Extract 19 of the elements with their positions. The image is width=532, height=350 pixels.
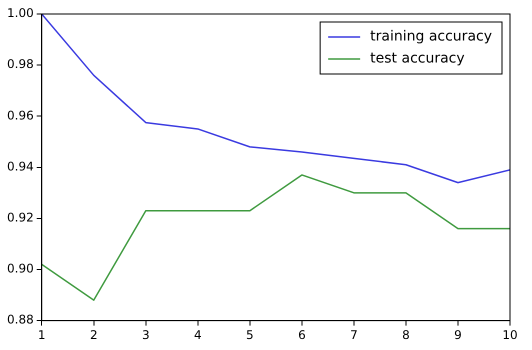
x-tick-label: 2 xyxy=(90,328,98,342)
y-tick-label: 0.92 xyxy=(7,210,34,225)
legend-label: training accuracy xyxy=(370,28,492,45)
x-tick-label: 1 xyxy=(38,328,46,342)
y-tick-label: 1.00 xyxy=(7,6,34,20)
x-tick-label: 9 xyxy=(454,328,462,342)
x-tick-label: 6 xyxy=(298,328,306,342)
y-tick-label: 0.90 xyxy=(7,262,34,276)
x-tick-label: 8 xyxy=(402,328,410,342)
legend-label: test accuracy xyxy=(370,50,465,67)
y-tick-label: 0.94 xyxy=(7,159,34,174)
y-tick-label: 0.88 xyxy=(7,312,34,327)
x-tick-label: 10 xyxy=(502,328,518,342)
y-tick-label: 0.96 xyxy=(7,108,34,122)
x-tick-label: 7 xyxy=(350,328,358,342)
x-tick-label: 5 xyxy=(246,328,254,342)
x-tick-label: 4 xyxy=(194,328,202,342)
y-tick-label: 0.98 xyxy=(7,57,34,72)
x-tick-label: 3 xyxy=(142,328,150,342)
